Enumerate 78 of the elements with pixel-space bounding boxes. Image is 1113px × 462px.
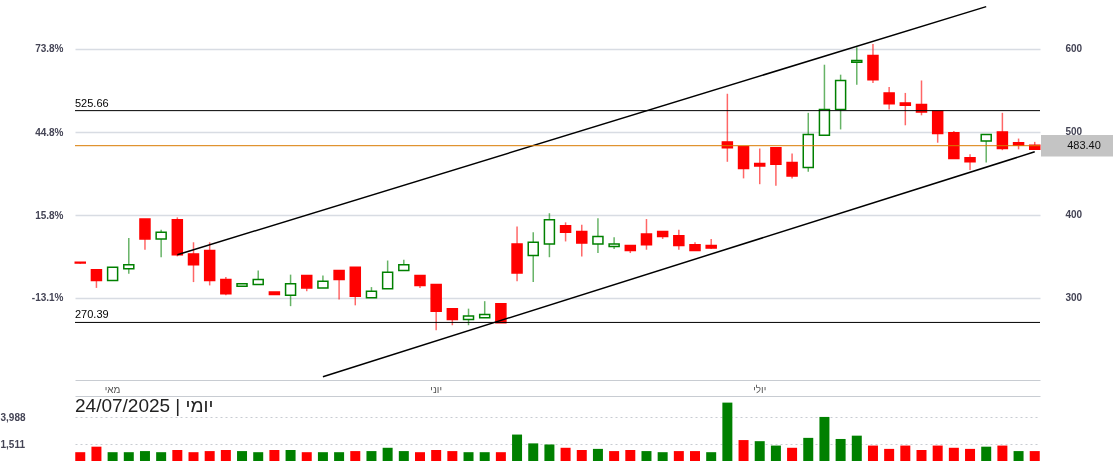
y2-tick-label: 44.8% — [35, 126, 64, 138]
x-tick-label: מאי — [104, 383, 121, 395]
bar — [981, 446, 992, 461]
bar — [884, 448, 895, 461]
bar — [285, 449, 296, 461]
y2-tick-label: 15.8% — [35, 209, 64, 221]
y-tick-label: 1,511 — [0, 438, 26, 450]
bar — [220, 449, 231, 461]
bar — [916, 449, 927, 461]
y-tick-label: 3,988 — [0, 411, 26, 423]
y2-tick-label: 73.8% — [35, 43, 64, 55]
bar — [414, 452, 425, 461]
bar — [317, 452, 328, 461]
bar — [447, 451, 458, 461]
x-tick-label: יולי — [753, 383, 767, 395]
bar — [366, 451, 377, 461]
y2-tick-label: -13.1% — [31, 292, 64, 304]
bar — [803, 437, 814, 461]
bar — [156, 452, 167, 461]
bar — [301, 452, 312, 461]
bar — [188, 452, 199, 461]
candlestick — [608, 236, 620, 250]
bar — [690, 451, 701, 461]
bar — [851, 435, 862, 461]
bar — [1013, 451, 1024, 461]
bar — [479, 452, 490, 461]
bar — [269, 449, 280, 461]
bar — [512, 434, 523, 461]
y-tick-label: 400 — [1065, 209, 1083, 221]
y-tick-label: 500 — [1065, 126, 1083, 138]
bar — [91, 446, 102, 461]
bar — [123, 452, 134, 461]
bar — [609, 451, 620, 461]
y-tick-label: 600 — [1065, 43, 1083, 55]
bar — [495, 452, 506, 461]
bar — [965, 448, 976, 461]
bar — [932, 445, 943, 461]
bar — [625, 449, 636, 461]
bar — [754, 441, 765, 461]
bar — [592, 448, 603, 461]
bar — [431, 449, 442, 461]
bar — [237, 451, 248, 461]
bar — [253, 452, 264, 461]
bar — [350, 451, 361, 461]
bar — [463, 452, 474, 461]
bar — [528, 443, 539, 461]
bar — [75, 452, 86, 461]
bar — [738, 440, 749, 461]
x-tick-label: יוני — [430, 383, 443, 395]
bar — [770, 445, 781, 461]
bar — [867, 445, 878, 461]
bar — [172, 449, 183, 461]
bar — [139, 451, 150, 461]
ref-line-label: 525.66 — [75, 96, 109, 109]
y-tick-label: 300 — [1065, 292, 1083, 304]
bar — [706, 452, 717, 461]
bar — [1029, 451, 1040, 461]
bar — [576, 449, 587, 461]
bar — [107, 452, 118, 461]
chart-title: יומי | 24/07/2025 — [75, 395, 214, 416]
bar — [673, 451, 684, 461]
bar — [560, 447, 571, 461]
ref-line-label: 270.39 — [75, 308, 109, 321]
bar — [398, 451, 409, 461]
bar — [900, 445, 911, 461]
bar — [722, 402, 733, 461]
bar — [819, 416, 830, 461]
bar — [334, 452, 345, 461]
bar — [657, 452, 668, 461]
bar — [544, 444, 555, 461]
bar — [835, 438, 846, 461]
bar — [641, 451, 652, 461]
bar — [997, 445, 1008, 461]
ref-line-label: 483.40 — [1067, 138, 1101, 151]
bar — [204, 451, 215, 461]
bar — [948, 447, 959, 461]
bar — [382, 447, 393, 461]
bar — [787, 447, 798, 461]
